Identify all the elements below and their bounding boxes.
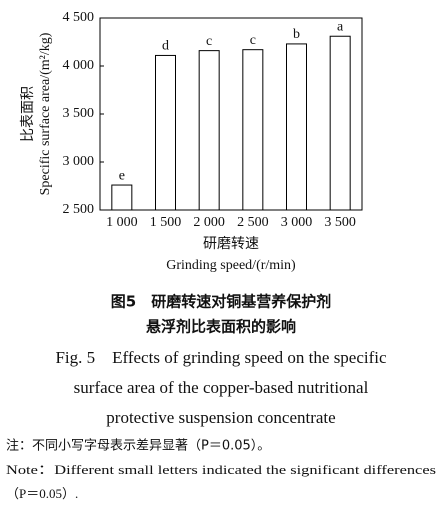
bar bbox=[155, 54, 176, 211]
y-tick-label: 3 000 bbox=[63, 154, 95, 169]
x-tick-label: 2 500 bbox=[237, 215, 269, 230]
y-tick-label: 3 500 bbox=[63, 106, 95, 121]
y-tick-label: 4 500 bbox=[63, 10, 95, 25]
caption-en: protective suspension concentrate bbox=[106, 408, 335, 427]
significance-letter: d bbox=[162, 39, 169, 54]
note-cn: 注：不同小写字母表示差异显著（P＝0.05）。 bbox=[6, 439, 270, 454]
note-en: Note：Different small letters indicated t… bbox=[6, 462, 436, 477]
bar bbox=[329, 35, 351, 211]
significance-letter: e bbox=[119, 168, 125, 183]
x-tick-label: 1 000 bbox=[106, 215, 138, 230]
significance-letter: c bbox=[250, 33, 256, 48]
bar bbox=[111, 184, 133, 211]
y-label-en: Specific surface area/(m²/kg) bbox=[38, 32, 53, 195]
x-tick-label: 3 500 bbox=[324, 215, 356, 230]
bar bbox=[286, 43, 307, 211]
x-tick-label: 3 000 bbox=[281, 215, 313, 230]
caption-cn: 悬浮剂比表面积的影响 bbox=[146, 318, 296, 336]
caption-cn: 图5 研磨转速对铜基营养保护剂 bbox=[111, 293, 331, 311]
x-label-en: Grinding speed/(r/min) bbox=[166, 258, 296, 273]
significance-letter: c bbox=[206, 34, 212, 49]
caption-en: Fig. 5 Effects of grinding speed on the … bbox=[55, 348, 387, 367]
y-tick-label: 2 500 bbox=[63, 202, 95, 217]
x-label-cn: 研磨转速 bbox=[203, 236, 259, 252]
plot-frame bbox=[99, 17, 363, 211]
y-tick-label: 4 000 bbox=[63, 58, 95, 73]
x-tick-label: 2 000 bbox=[193, 215, 225, 230]
x-tick-label: 1 500 bbox=[150, 215, 182, 230]
bar bbox=[198, 50, 220, 211]
caption-en: surface area of the copper-based nutriti… bbox=[74, 378, 369, 397]
note-en: （P＝0.05）. bbox=[6, 486, 78, 501]
significance-letter: b bbox=[293, 27, 300, 42]
y-label-cn: 比表面积 bbox=[20, 86, 36, 142]
significance-letter: a bbox=[337, 19, 344, 34]
bar bbox=[242, 49, 264, 211]
